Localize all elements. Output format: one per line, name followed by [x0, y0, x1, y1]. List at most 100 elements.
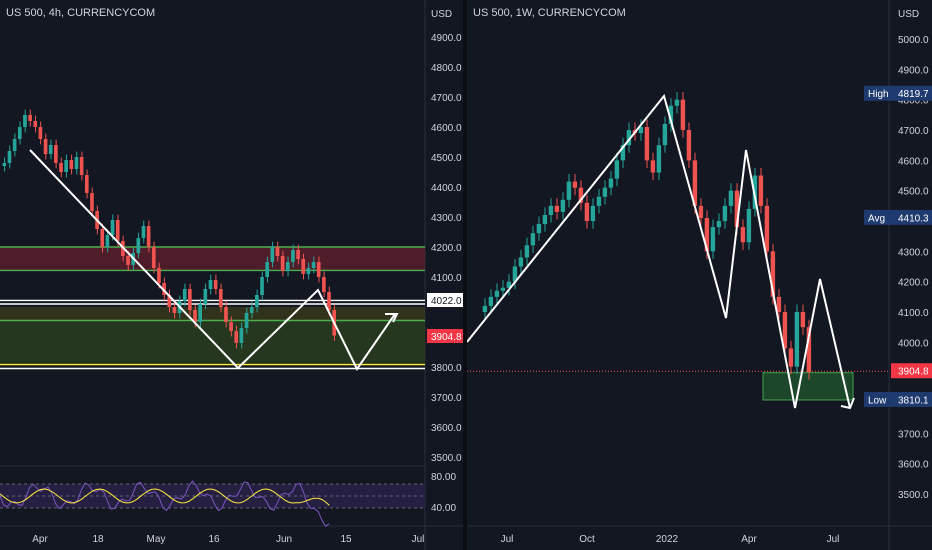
left-candle-body [182, 289, 187, 301]
left-candle-body [151, 247, 156, 268]
right-y-tick: 4500.0 [898, 187, 929, 198]
left-x-tick: May [147, 534, 166, 545]
right-candle-body [512, 266, 518, 282]
left-candle-body [167, 295, 172, 307]
right-support-zone [762, 372, 854, 401]
right-candle-body [626, 130, 632, 146]
left-candle-body [255, 295, 259, 307]
right-y-tick: 3700.0 [898, 429, 929, 440]
right-chart-title: US 500, 1W, CURRENCYCOM [473, 7, 626, 19]
rsi-tick: 80.00 [431, 472, 456, 483]
left-x-tick: Apr [32, 534, 48, 545]
right-pattern-path [467, 93, 851, 409]
left-y-tick: 4600.0 [431, 123, 462, 134]
left-candle-body [280, 256, 285, 271]
left-y-tick: 4700.0 [431, 93, 462, 104]
left-candle-body [79, 157, 84, 175]
left-currency-label: USD [431, 9, 452, 20]
right-candle-body [788, 348, 794, 367]
left-candle-body [28, 115, 32, 121]
rsi-tick: 40.00 [431, 503, 456, 514]
right-candle-body [782, 312, 788, 349]
rsi-line [0, 480, 330, 528]
right-candle-body [758, 175, 764, 206]
left-x-tick: 15 [340, 534, 352, 545]
left-candle-body [203, 289, 208, 304]
rsi-ma-line [0, 488, 330, 506]
left-y-tick: 3500.0 [431, 453, 462, 464]
right-avg-tag-value: 4410.3 [898, 213, 929, 224]
left-x-tick: Jul [412, 534, 425, 545]
right-y-tick: 4600.0 [898, 156, 929, 167]
left-level-tag: 4022.0 [431, 296, 462, 307]
left-candle-body [218, 289, 223, 307]
left-candle-body [64, 160, 68, 172]
left-candle-body [296, 250, 300, 259]
right-candle-body [554, 205, 560, 212]
left-chart-canvas[interactable]: USD 4900.0 4800.0 4700.0 4600.0 4500.0 4400.0 4… [0, 0, 463, 550]
left-candle-body [285, 262, 290, 271]
right-candle-body [764, 205, 770, 252]
left-candle-body [213, 280, 218, 289]
left-price-tag: 3904.8 [431, 332, 462, 343]
right-candle-body [488, 296, 494, 306]
right-candle-body [686, 130, 692, 161]
right-candle-body [716, 221, 722, 228]
left-candle-body [136, 238, 141, 253]
right-candle-body [770, 251, 776, 297]
left-candle-body [100, 229, 105, 247]
left-y-tick: 3800.0 [431, 363, 462, 374]
left-candle-body [43, 139, 48, 154]
left-candle-body [48, 145, 53, 154]
right-candle-body [566, 181, 572, 200]
left-candle-body [141, 226, 146, 238]
left-candle-body [23, 115, 27, 127]
right-currency-label: USD [898, 9, 919, 20]
right-x-tick: 2022 [656, 534, 679, 545]
left-y-tick: 4900.0 [431, 33, 462, 44]
right-low-tag-label: Low [868, 395, 887, 406]
left-y-tick: 4200.0 [431, 243, 462, 254]
left-candle-body [105, 235, 110, 247]
left-candle-body [306, 268, 311, 274]
left-candle-body [157, 268, 161, 283]
right-candle-body [710, 227, 716, 252]
right-candle-body [482, 305, 488, 313]
right-candle-body [734, 190, 740, 228]
left-candle-body [90, 193, 94, 211]
left-candle-body [327, 292, 331, 310]
left-x-tick: 16 [208, 534, 220, 545]
right-avg-tag-bg [864, 209, 932, 225]
right-candle-body [542, 214, 548, 225]
left-level-tag-bg [427, 293, 463, 307]
right-low-tag-bg [864, 391, 932, 407]
left-candle-body [188, 289, 192, 310]
left-candle-body [2, 163, 7, 166]
right-candle-body [668, 105, 674, 124]
left-y-tick: 4300.0 [431, 213, 462, 224]
right-x-tick: Apr [741, 534, 757, 545]
right-candle-body [680, 99, 686, 131]
right-candle-body [746, 208, 752, 243]
right-chart-canvas[interactable]: USD 5000.0 4900.0 4800.0 4700.0 4600.0 4500.0 4… [467, 0, 932, 550]
right-candle-body [524, 245, 530, 258]
right-candle-body [548, 205, 554, 215]
right-y-tick: 4100.0 [898, 308, 929, 319]
right-chart-panel[interactable]: USD 5000.0 4900.0 4800.0 4700.0 4600.0 4500.0 4… [467, 0, 932, 550]
right-y-tick: 4900.0 [898, 65, 929, 76]
left-candle-body [322, 277, 326, 292]
right-avg-tag-label: Avg [868, 213, 885, 224]
right-high-tag-value: 4819.7 [898, 89, 929, 100]
right-y-tick: 4000.0 [898, 338, 929, 349]
right-candle-body [704, 217, 710, 252]
right-candle-body [800, 312, 806, 328]
right-y-tick: 4300.0 [898, 247, 929, 258]
right-candle-body [674, 99, 680, 106]
left-candle-body [33, 121, 38, 127]
left-candle-body [146, 226, 151, 247]
right-candle-body [602, 187, 608, 197]
left-chart-panel[interactable]: USD 4900.0 4800.0 4700.0 4600.0 4500.0 4400.0 4… [0, 0, 463, 550]
right-high-tag-bg [864, 85, 932, 101]
left-candle-body [311, 262, 316, 268]
left-y-tick: 4100.0 [431, 273, 462, 284]
